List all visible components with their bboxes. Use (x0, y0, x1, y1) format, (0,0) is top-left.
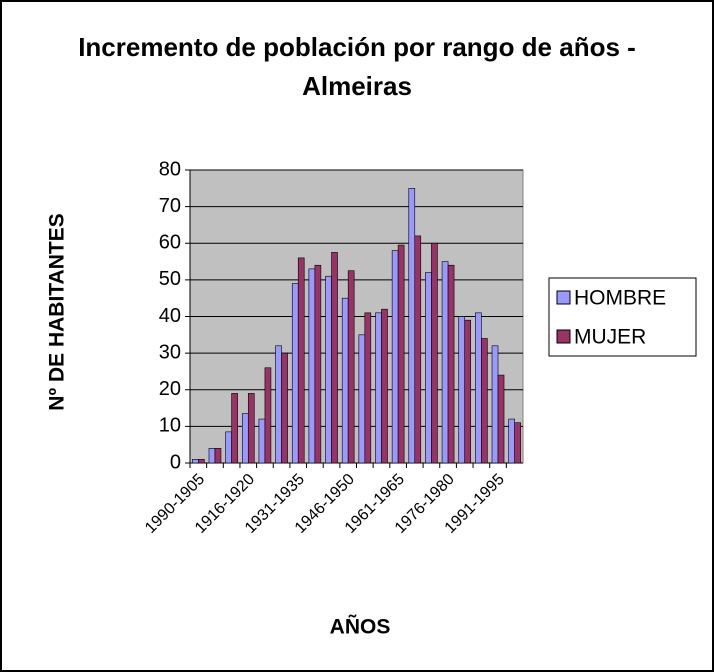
bar (414, 235, 422, 464)
bar (297, 257, 305, 464)
x-axis-label: AÑOS (330, 616, 391, 639)
bar (381, 308, 388, 464)
legend-box (548, 277, 697, 357)
bar (325, 275, 332, 464)
bar (347, 270, 355, 464)
y-axis-label: Nº DE HABITANTES (46, 213, 69, 410)
bar (447, 264, 455, 464)
bar (497, 374, 505, 464)
bar (464, 319, 472, 464)
y-tick-label: 30 (159, 341, 181, 363)
legend-swatch (556, 329, 571, 344)
bar (214, 448, 222, 464)
bar (208, 448, 216, 464)
bar (375, 312, 382, 464)
y-tick-label: 60 (159, 232, 181, 254)
bar (314, 264, 322, 464)
y-tick-label: 0 (170, 451, 181, 473)
bar (364, 312, 372, 464)
bar (198, 459, 205, 464)
bar (291, 283, 299, 464)
bar (491, 345, 499, 464)
y-tick-label: 10 (159, 415, 181, 437)
bar (264, 367, 272, 464)
bar (247, 393, 255, 464)
legend-label: MUJER (574, 326, 646, 349)
chart-title: Incremento de población por rango de año… (78, 32, 636, 101)
bar (231, 393, 238, 464)
y-tick-label: 50 (159, 268, 181, 290)
bar (514, 422, 521, 464)
bar (475, 312, 482, 464)
bar (391, 250, 399, 464)
bar (431, 242, 438, 464)
bar (241, 413, 249, 464)
bar (308, 268, 316, 464)
bar (458, 316, 466, 464)
bar (441, 261, 449, 464)
bar (331, 252, 338, 464)
y-tick-label: 80 (159, 158, 181, 180)
legend-swatch (556, 290, 571, 305)
bar (408, 188, 416, 464)
bar (258, 418, 266, 464)
bar (192, 459, 199, 464)
bar (225, 431, 232, 464)
bar (481, 338, 488, 464)
bar (425, 272, 432, 464)
bar (397, 244, 405, 464)
y-tick-label: 40 (159, 305, 181, 327)
y-tick-label: 70 (159, 195, 181, 217)
bar (341, 297, 349, 464)
bar (358, 334, 366, 464)
y-tick-label: 20 (159, 378, 181, 400)
bar (508, 418, 515, 464)
bar (281, 352, 288, 464)
legend-label: HOMBRE (574, 287, 666, 310)
bar (275, 345, 282, 464)
